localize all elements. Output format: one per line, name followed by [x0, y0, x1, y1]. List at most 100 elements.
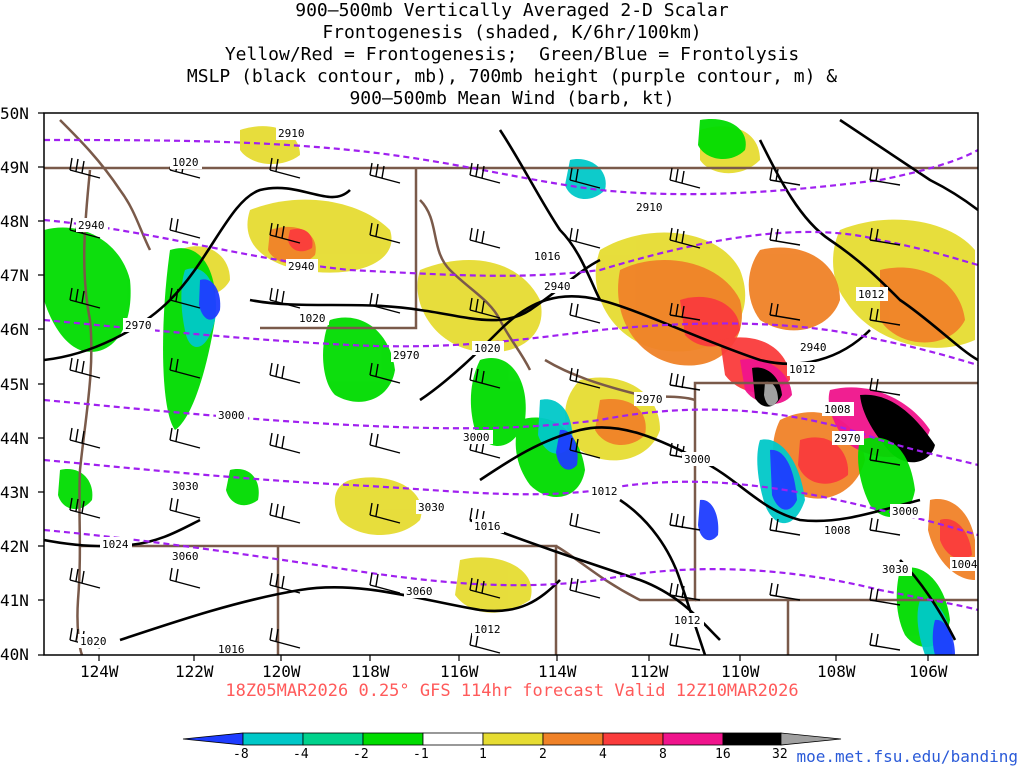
- svg-text:2940: 2940: [78, 219, 105, 232]
- height-label: 3000: [682, 452, 714, 466]
- axis-ticks: [38, 112, 929, 661]
- colorbar-segment: [780, 732, 842, 746]
- colorbar-label: 1: [479, 747, 487, 762]
- colorbar-segment: [182, 732, 244, 746]
- mslp-label: 1008: [822, 523, 854, 537]
- height-label-layer: 2910 2910 2940 2940 2940 2970 2970 2940 …: [76, 126, 922, 598]
- svg-text:3000: 3000: [684, 453, 711, 466]
- svg-text:3000: 3000: [463, 431, 490, 444]
- lat-label: 46N: [0, 320, 29, 339]
- height-label: 3000: [216, 408, 248, 422]
- lat-label: 45N: [0, 375, 29, 394]
- lon-label: 108W: [817, 662, 856, 681]
- svg-text:1020: 1020: [80, 635, 107, 648]
- svg-text:1016: 1016: [218, 643, 245, 656]
- credit-link[interactable]: moe.met.fsu.edu/banding: [796, 747, 1018, 766]
- lon-label: 120W: [262, 662, 301, 681]
- svg-text:2910: 2910: [636, 201, 663, 214]
- mslp-label: 1012: [672, 613, 704, 627]
- svg-text:2970: 2970: [125, 319, 152, 332]
- lat-label: 40N: [0, 645, 29, 664]
- lon-label: 110W: [721, 662, 760, 681]
- height-label: 3000: [890, 504, 922, 518]
- lat-label: 50N: [0, 104, 29, 123]
- mslp-label: 1016: [472, 519, 504, 533]
- title-line: Frontogenesis (shaded, K/6hr/100km): [322, 22, 702, 43]
- lon-label: 106W: [909, 662, 948, 681]
- height-label: 2970: [123, 318, 155, 332]
- svg-text:1012: 1012: [789, 363, 816, 376]
- height-label: 2970: [391, 348, 423, 362]
- lon-label: 118W: [351, 662, 390, 681]
- lat-label: 47N: [0, 266, 29, 285]
- svg-text:3060: 3060: [172, 550, 199, 563]
- colorbar-label: 16: [715, 747, 731, 762]
- svg-text:3000: 3000: [892, 505, 919, 518]
- svg-text:2970: 2970: [834, 432, 861, 445]
- svg-text:1008: 1008: [824, 403, 851, 416]
- colorbar-segment: [242, 732, 304, 746]
- svg-text:1020: 1020: [299, 312, 326, 325]
- mslp-label: 1012: [787, 362, 819, 376]
- svg-text:1008: 1008: [824, 524, 851, 537]
- mslp-label-layer: 1020 1020 1020 1016 1012 1012 1008 1012 …: [78, 155, 980, 656]
- svg-text:1020: 1020: [172, 156, 199, 169]
- svg-text:1020: 1020: [474, 342, 501, 355]
- mslp-label: 1012: [856, 287, 888, 301]
- lon-label: 112W: [630, 662, 669, 681]
- height-label: 3030: [416, 500, 448, 514]
- lat-label: 49N: [0, 158, 29, 177]
- colorbar-segment: [482, 732, 544, 746]
- height-label: 2940: [76, 218, 108, 232]
- height-label: 3060: [170, 549, 202, 563]
- svg-text:3000: 3000: [218, 409, 245, 422]
- svg-text:2970: 2970: [393, 349, 420, 362]
- height-label: 2970: [832, 431, 864, 445]
- lat-label: 44N: [0, 429, 29, 448]
- mslp-label: 1012: [472, 622, 504, 636]
- lat-label: 42N: [0, 537, 29, 556]
- lon-label: 114W: [538, 662, 577, 681]
- lon-label: 116W: [440, 662, 479, 681]
- height-label: 2940: [286, 259, 318, 273]
- height-label: 3000: [461, 430, 493, 444]
- height-label: 2940: [542, 279, 574, 293]
- height-label: 3060: [404, 584, 436, 598]
- svg-text:3030: 3030: [418, 501, 445, 514]
- title-line: Yellow/Red = Frontogenesis; Green/Blue =…: [224, 44, 800, 65]
- mslp-label: 1012: [589, 484, 621, 498]
- colorbar-segment: [602, 732, 664, 746]
- lat-label: 43N: [0, 483, 29, 502]
- colorbar-label: -2: [353, 747, 369, 762]
- lon-label: 124W: [80, 662, 119, 681]
- svg-text:2940: 2940: [288, 260, 315, 273]
- colorbar-label: -8: [233, 747, 249, 762]
- mslp-label: 1008: [822, 402, 854, 416]
- svg-text:1012: 1012: [674, 614, 701, 627]
- svg-text:1012: 1012: [474, 623, 501, 636]
- height-label: 3030: [170, 479, 202, 493]
- colorbar-label: 8: [659, 747, 667, 762]
- mslp-label: 1024: [100, 537, 132, 551]
- mslp-label: 1004: [950, 557, 980, 571]
- colorbar-segment: [422, 732, 484, 746]
- height-label: 2970: [634, 392, 666, 406]
- colorbar-label: 4: [599, 747, 607, 762]
- title-block: 900–500mb Vertically Averaged 2-D Scalar…: [0, 0, 1024, 110]
- colorbar-segment: [362, 732, 424, 746]
- colorbar-segment: [302, 732, 364, 746]
- forecast-subtitle: 18Z05MAR2026 0.25° GFS 114hr forecast Va…: [225, 681, 799, 701]
- mslp-label: 1020: [78, 634, 110, 648]
- colorbar-segment: [662, 732, 724, 746]
- height-label: 2910: [634, 200, 666, 214]
- mslp-label: 1016: [216, 642, 248, 656]
- svg-text:1024: 1024: [102, 538, 129, 551]
- svg-text:3030: 3030: [882, 563, 909, 576]
- colorbar-label: -4: [293, 747, 309, 762]
- title-line: 900–500mb Vertically Averaged 2-D Scalar: [295, 0, 729, 21]
- svg-text:2910: 2910: [278, 127, 305, 140]
- svg-text:1012: 1012: [858, 288, 885, 301]
- lat-label: 41N: [0, 591, 29, 610]
- wind-barbs: [69, 157, 901, 654]
- lat-label: 48N: [0, 212, 29, 231]
